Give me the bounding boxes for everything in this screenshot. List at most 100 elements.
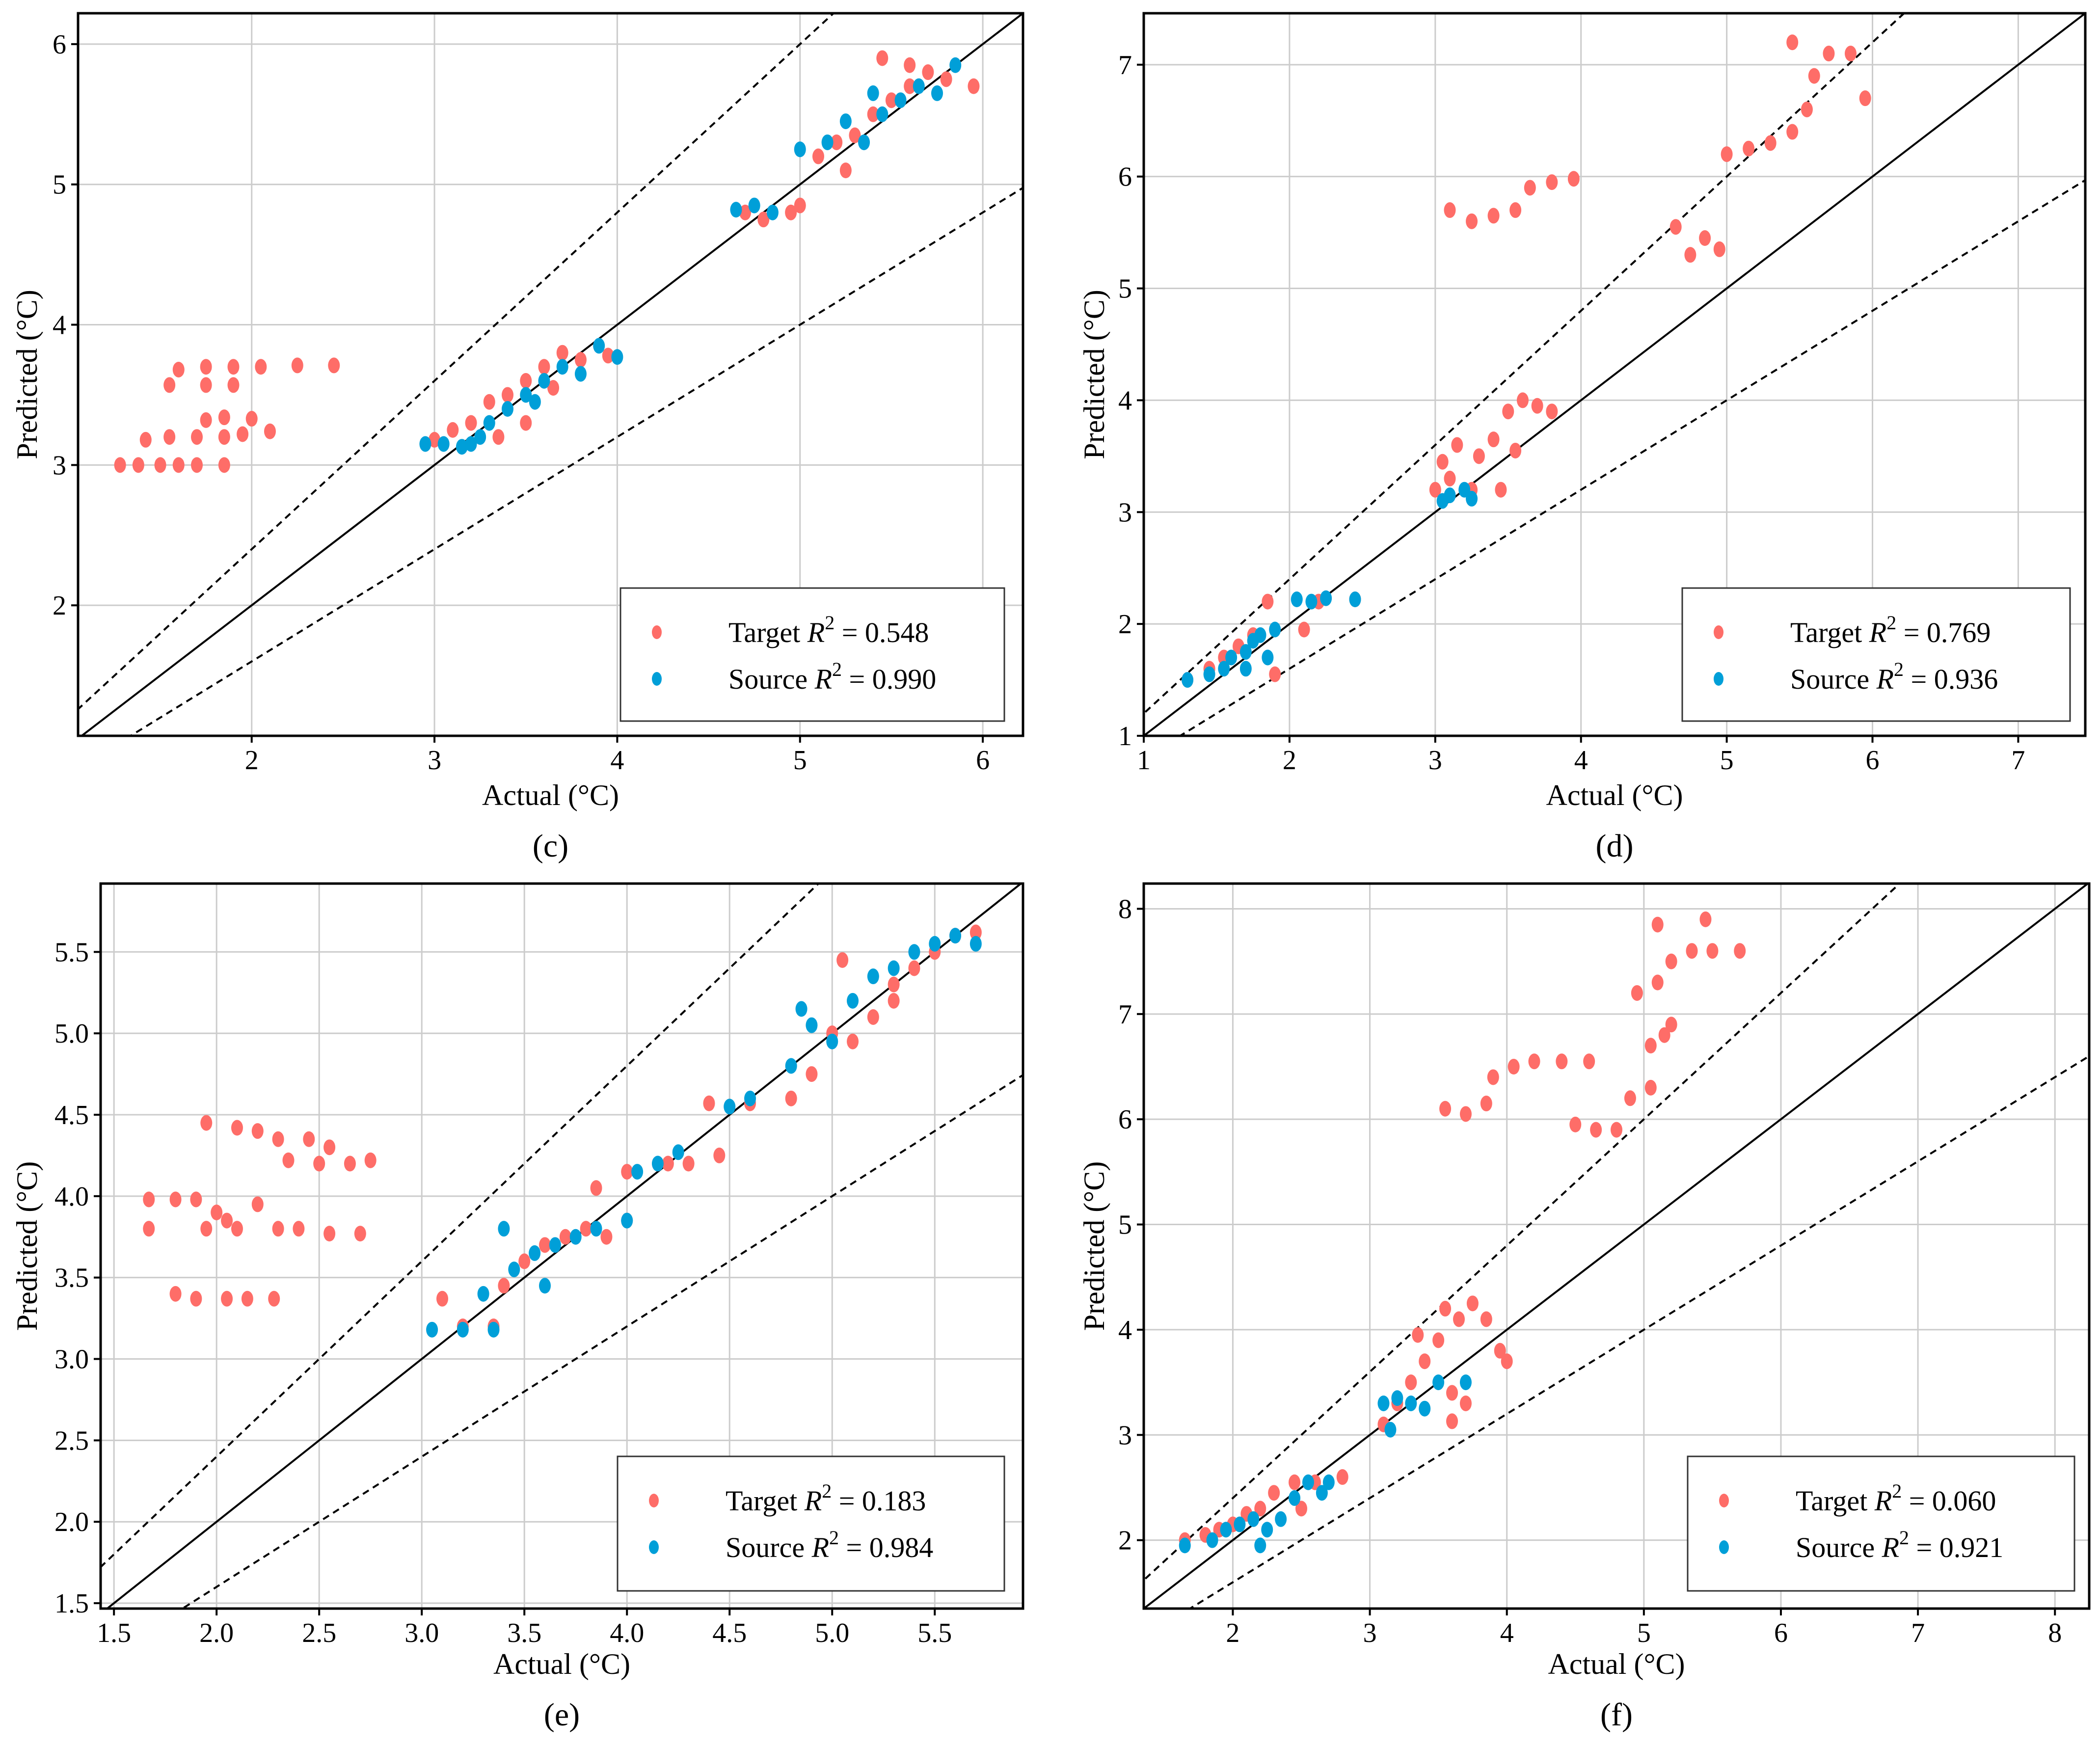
source-legend-marker (649, 1540, 659, 1554)
target-point (1487, 1069, 1499, 1085)
r2-symbol: R (1882, 1531, 1899, 1563)
source-legend-label: Source R2 = 0.936 (1790, 658, 1998, 695)
target-point (264, 423, 276, 439)
source-point (574, 366, 587, 382)
target-point (1546, 403, 1558, 420)
target-point (1432, 1332, 1445, 1348)
y-tick-label: 3.5 (54, 1263, 89, 1293)
y-tick-label: 4 (1118, 1315, 1132, 1345)
plot-area (101, 884, 1023, 1609)
target-point (1684, 247, 1696, 263)
target-point (323, 1226, 336, 1242)
target-point (1487, 208, 1500, 224)
axes-frame (99, 882, 1024, 1610)
x-tick-label: 4 (1500, 1618, 1514, 1648)
source-point (1262, 649, 1274, 666)
target-point (1466, 213, 1478, 229)
target-point (703, 1095, 715, 1111)
target-point (163, 377, 176, 393)
y-tick-label: 3.0 (54, 1344, 89, 1375)
r2-superscript: 2 (1899, 1527, 1909, 1549)
legend-box (619, 587, 1005, 722)
source-point (549, 1237, 561, 1253)
source-point (1218, 661, 1230, 677)
target-point (191, 457, 203, 473)
x-tick-label: 3.0 (404, 1618, 439, 1648)
source-point (502, 401, 513, 417)
target-point (867, 1009, 879, 1025)
target-point (682, 1155, 695, 1172)
x-axis-label: Actual (°C) (482, 779, 619, 811)
target-point (227, 359, 240, 375)
target-legend-marker (1719, 1494, 1729, 1507)
r2-superscript: 2 (832, 658, 842, 680)
source-point (529, 1245, 541, 1261)
target-point (1446, 1385, 1458, 1401)
panel-f: 2 3 4 5 6 7 8 2 3 4 5 6 7 8 Actual (°C) Predicted (°C) (… (1078, 882, 2091, 1733)
target-point (1651, 974, 1664, 991)
target-point (139, 431, 152, 448)
x-tick-label: 8 (2048, 1618, 2062, 1648)
panel-c: 2 3 4 5 6 2 3 4 5 6 Actual (°C) Predicted (°C) (c) Ta… (11, 12, 1024, 864)
target-point (200, 1221, 213, 1237)
series-name: Target (728, 617, 808, 648)
target-point (1546, 174, 1558, 190)
target-point (1269, 666, 1281, 682)
upper-20pct-line (1144, 884, 1901, 1582)
source-point (1320, 590, 1332, 606)
x-tick-label: 3 (428, 745, 441, 776)
target-point (502, 387, 513, 403)
target-point (303, 1131, 315, 1147)
target-point (447, 422, 459, 438)
target-point (1734, 943, 1746, 959)
target-point (221, 1290, 233, 1307)
target-point (1501, 1353, 1513, 1370)
target-point (1480, 1096, 1492, 1112)
target-point (968, 78, 980, 94)
target-point (245, 411, 258, 427)
source-point (1225, 649, 1238, 666)
target-point (114, 457, 126, 473)
target-point (849, 127, 861, 143)
target-point (1844, 46, 1857, 62)
r2-value: = 0.936 (1904, 663, 1998, 695)
target-point (739, 204, 752, 220)
target-point (1298, 621, 1310, 638)
target-point (1631, 985, 1643, 1001)
source-point (474, 429, 486, 445)
y-tick-label: 2 (1118, 1526, 1132, 1556)
source-point (651, 1155, 664, 1172)
target-point (1480, 1311, 1492, 1327)
series-name: Target (1796, 1485, 1875, 1517)
target-point (888, 976, 900, 993)
target-point (1786, 34, 1799, 51)
plot-area (1144, 884, 2089, 1609)
target-point (344, 1155, 356, 1172)
r2-value: = 0.548 (835, 617, 929, 648)
y-tick-label: 3 (1118, 497, 1132, 528)
plot-area (78, 13, 1023, 736)
source-point (821, 134, 834, 150)
source-point (556, 359, 568, 375)
x-tick-label: 1.5 (97, 1618, 131, 1648)
x-axis-label: Actual (°C) (1546, 779, 1683, 811)
source-point (894, 92, 907, 108)
source-point (1391, 1390, 1403, 1406)
target-point (465, 415, 477, 431)
y-tick-label: 6 (1118, 162, 1132, 192)
target-point (574, 351, 587, 368)
x-tick-label: 4 (610, 745, 624, 776)
target-point (436, 1290, 449, 1307)
y-tick-label: 5.0 (54, 1019, 89, 1049)
identity-line (80, 13, 1023, 736)
lower-20pct-line (1178, 179, 2085, 736)
target-point (1429, 482, 1441, 498)
target-point (520, 415, 532, 431)
source-point (498, 1221, 510, 1237)
target-point (580, 1221, 592, 1237)
x-tick-label: 5.5 (917, 1618, 952, 1648)
source-point (1254, 1537, 1266, 1554)
target-point (757, 212, 770, 228)
source-point (520, 387, 532, 403)
